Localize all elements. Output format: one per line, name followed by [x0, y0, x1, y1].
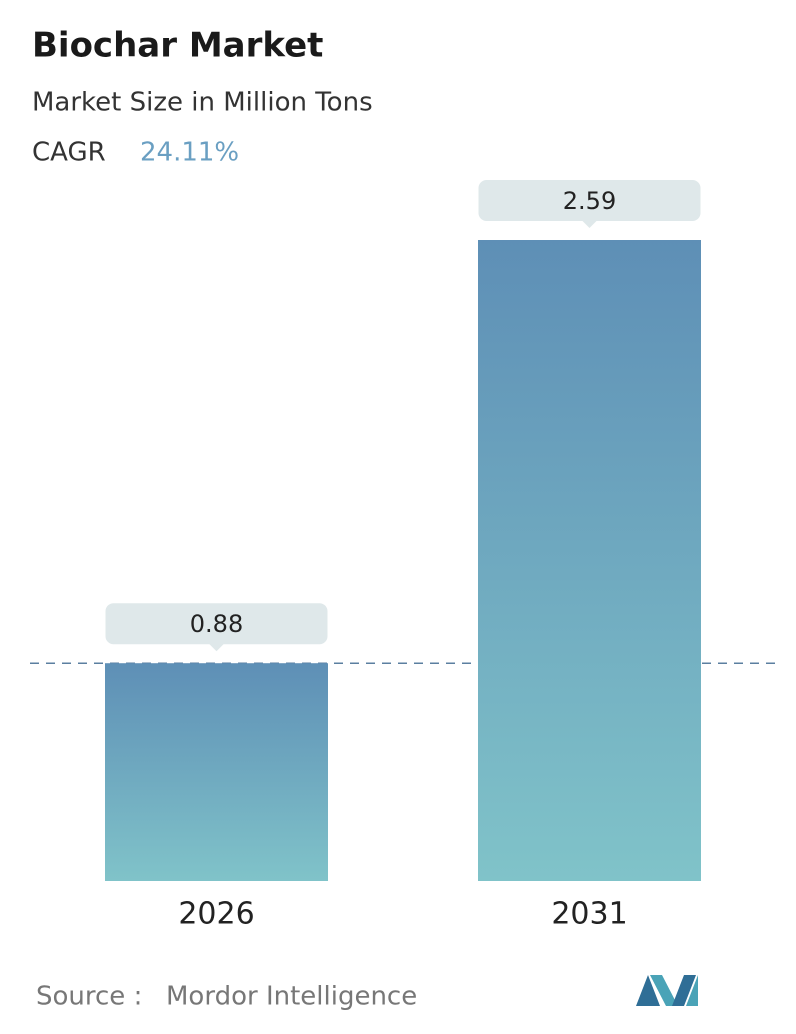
- value-label-box: [478, 180, 701, 221]
- chart-title: Biochar Market: [32, 26, 323, 66]
- x-tick-label: 2031: [551, 897, 627, 932]
- cagr-label: CAGR: [32, 138, 106, 168]
- value-label: 2.59: [563, 187, 616, 215]
- value-label: 0.88: [190, 610, 243, 638]
- bar: [478, 240, 701, 881]
- value-label-pointer: [581, 220, 598, 228]
- x-tick-label: 2026: [178, 897, 254, 932]
- value-label-pointer: [208, 643, 225, 652]
- bar: [105, 663, 328, 881]
- source-label: Source :: [36, 982, 142, 1012]
- chart-subtitle: Market Size in Million Tons: [32, 88, 373, 118]
- source-text: Mordor Intelligence: [166, 982, 417, 1012]
- logo: [636, 975, 698, 1006]
- cagr-value: 24.11%: [140, 138, 239, 168]
- value-label-box: [105, 603, 328, 645]
